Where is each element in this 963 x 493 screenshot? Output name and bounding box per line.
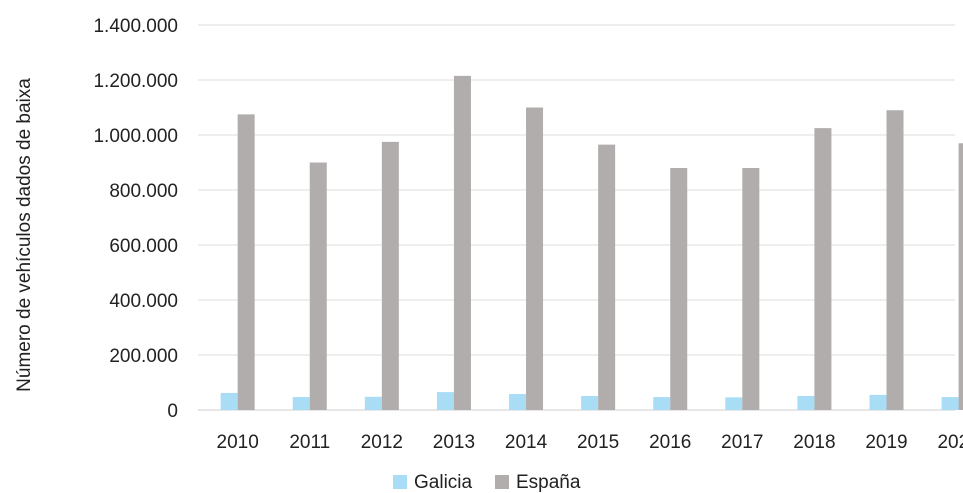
bars: [220, 75, 963, 410]
y-tick-label: 200.000: [109, 346, 178, 367]
bar-espaa-2019: [886, 110, 904, 410]
bar-espaa-2016: [670, 168, 688, 410]
bar-espaa-2020: [958, 143, 963, 410]
y-axis-title: Número de vehículos dados de baixa: [14, 78, 35, 392]
legend-label: España: [516, 472, 581, 493]
y-tick-label: 1.200.000: [93, 71, 178, 92]
bar-espaa-2015: [598, 144, 616, 410]
bar-galicia-2018: [797, 395, 815, 410]
bar-espaa-2017: [742, 168, 760, 410]
x-tick-label: 2013: [433, 432, 475, 453]
y-tick-label: 1.000.000: [93, 126, 178, 147]
x-tick-label: 2020: [937, 432, 963, 453]
legend-swatch-galicia: [393, 475, 407, 489]
y-tick-label: 800.000: [109, 181, 178, 202]
bar-espaa-2018: [814, 128, 832, 410]
y-tick-label: 600.000: [109, 236, 178, 257]
x-tick-label: 2018: [793, 432, 835, 453]
bar-galicia-2015: [581, 395, 599, 410]
bar-galicia-2010: [220, 392, 238, 410]
bar-espaa-2012: [381, 141, 399, 410]
bar-espaa-2014: [526, 107, 544, 410]
x-tick-label: 2010: [217, 432, 259, 453]
legend: Galicia España: [393, 472, 581, 493]
bar-galicia-2020: [941, 397, 959, 410]
bar-galicia-2013: [436, 392, 454, 410]
x-tick-label: 2015: [577, 432, 619, 453]
x-tick-label: 2014: [505, 432, 548, 453]
bar-galicia-2011: [292, 397, 310, 410]
legend-label: Galicia: [414, 472, 473, 493]
y-tick-label: 400.000: [109, 291, 178, 312]
legend-swatch-espaa: [495, 475, 509, 489]
bar-espaa-2013: [453, 75, 471, 410]
x-tick-label: 2017: [721, 432, 763, 453]
x-axis-ticks: 2010 2011 2012 2013 2014 2015 2016 2017 2018 2019…: [217, 432, 963, 453]
bar-espaa-2010: [237, 114, 255, 410]
y-tick-label: 1.400.000: [93, 16, 178, 37]
bar-galicia-2019: [869, 394, 887, 410]
x-tick-label: 2019: [865, 432, 907, 453]
bar-galicia-2014: [509, 394, 527, 410]
y-tick-label: 0: [167, 401, 178, 422]
x-tick-label: 2016: [649, 432, 691, 453]
bar-galicia-2017: [725, 397, 743, 410]
y-axis-ticks: 0 200.000 400.000 600.000 800.000 1.000.000 1.…: [93, 16, 178, 422]
bar-espaa-2011: [309, 162, 327, 410]
bar-galicia-2012: [364, 396, 382, 410]
x-tick-label: 2011: [289, 432, 330, 453]
x-tick-label: 2012: [361, 432, 403, 453]
bar-galicia-2016: [653, 397, 671, 410]
